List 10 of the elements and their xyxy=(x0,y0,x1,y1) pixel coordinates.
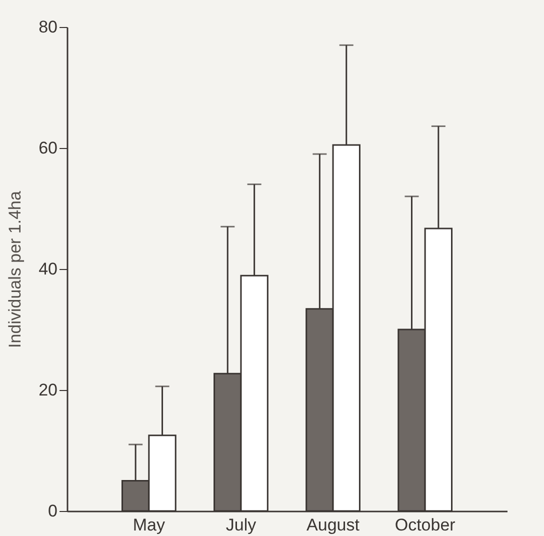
y-tick-label: 60 xyxy=(38,138,58,158)
y-tick-label: 80 xyxy=(38,18,58,36)
y-tick-label: 20 xyxy=(38,380,58,400)
x-tick-label: October xyxy=(394,516,456,534)
y-tick-label: 0 xyxy=(48,502,58,520)
x-tick-label: May xyxy=(132,516,166,534)
y-tick-label: 40 xyxy=(38,260,58,278)
x-tick-label: August xyxy=(306,516,360,534)
y-axis-title: Individuals per 1.4ha xyxy=(6,190,25,348)
x-tick-label: July xyxy=(226,516,257,534)
